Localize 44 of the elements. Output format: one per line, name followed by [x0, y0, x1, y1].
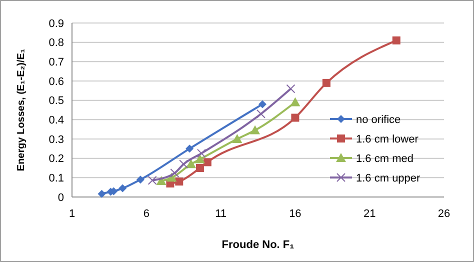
x-tick-label: 11: [215, 208, 227, 220]
legend-label: 1.6 cm lower: [356, 133, 419, 146]
point: [136, 176, 144, 184]
y-tick-label: 0.2: [48, 153, 64, 166]
point: [392, 36, 400, 44]
legend-label: 1.6 cm med: [356, 152, 414, 165]
point: [258, 100, 266, 108]
point: [256, 109, 266, 118]
y-tick-label: 0: [58, 192, 64, 204]
y-tick-label: 0.7: [48, 56, 64, 69]
point: [290, 97, 300, 106]
x-tick-label: 26: [438, 208, 450, 220]
point: [232, 134, 242, 143]
point: [170, 168, 180, 178]
legend-label: no orifice: [356, 114, 401, 126]
point: [98, 190, 106, 198]
point: [186, 144, 194, 153]
point: [148, 176, 157, 185]
point: [175, 178, 184, 186]
x-tick-label: 6: [143, 208, 150, 220]
x-tick-label: 1: [68, 208, 76, 220]
legend-label: 1.6 cm upper: [356, 172, 421, 184]
y-tick-label: 0.5: [48, 95, 64, 108]
point: [186, 159, 196, 168]
point: [196, 148, 206, 158]
point: [203, 158, 212, 166]
point: [322, 78, 330, 87]
y-tick-label: 0.6: [48, 76, 64, 88]
point: [194, 154, 205, 164]
y-tick-label: 0.4: [48, 114, 64, 127]
point: [196, 164, 204, 172]
point: [250, 125, 260, 134]
y-tick-label: 0.1: [48, 172, 64, 185]
y-tick-label: 0.3: [48, 134, 64, 146]
y-axis-title: Energy Losses, (E₁-E₂)/E₁: [16, 48, 27, 172]
x-tick-label: 16: [289, 208, 302, 220]
y-tick-label: 0.8: [48, 37, 64, 50]
point: [118, 184, 127, 192]
x-tick-label: 21: [363, 208, 376, 220]
point: [179, 160, 188, 169]
x-axis-title: Froude No. F₁: [222, 239, 295, 251]
point: [286, 84, 296, 94]
y-tick-label: 0.9: [48, 18, 64, 30]
point: [291, 114, 300, 122]
